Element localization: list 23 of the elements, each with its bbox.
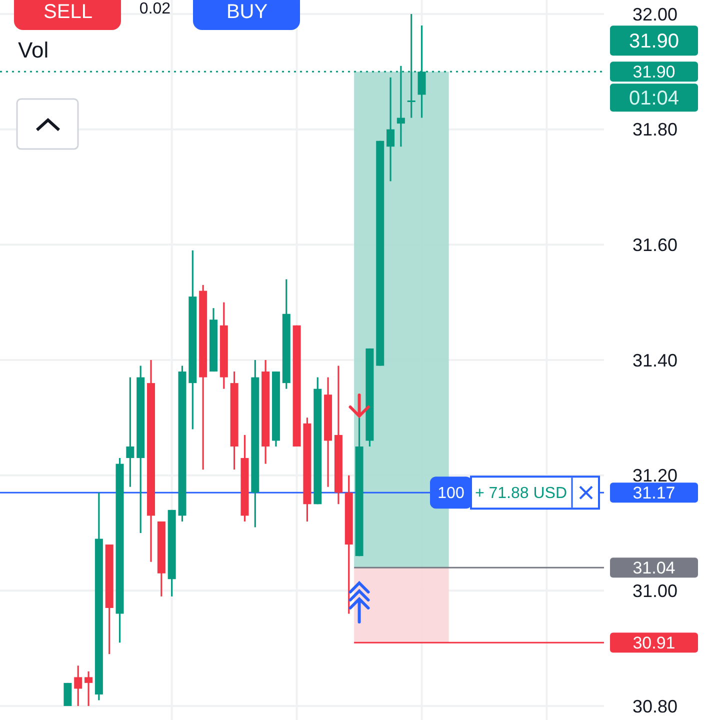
text: 01:04 (628, 88, 680, 110)
y-tick-label: 31.60 (632, 234, 678, 255)
annotation: 100 (438, 485, 464, 502)
candlestick (126, 376, 134, 488)
y-tick-label: 31.40 (632, 350, 678, 370)
annotation: 0.02 (139, 0, 171, 18)
annotation: BUY (226, 1, 268, 23)
ref-line-label: 31.04 (632, 558, 676, 578)
annotation: SELL (44, 1, 92, 23)
candlestick (84, 670, 93, 707)
y-tick-label: 30.80 (632, 696, 678, 716)
candlestick (386, 76, 395, 182)
annotation: Vol (18, 38, 49, 63)
text: 31.90 (628, 30, 680, 53)
y-tick-label: 31.00 (632, 580, 678, 601)
ref-line-label: 31.90 (632, 62, 676, 82)
ref-line-label: 31.17 (632, 484, 676, 503)
y-tick-label: 32.00 (632, 4, 678, 24)
annotation: + 71.88 USD (474, 485, 568, 502)
y-tick-label: 31.20 (632, 466, 678, 486)
ref-line-label: 30.91 (632, 634, 676, 653)
y-tick-label: 31.80 (632, 120, 678, 140)
candlestick (74, 664, 82, 707)
